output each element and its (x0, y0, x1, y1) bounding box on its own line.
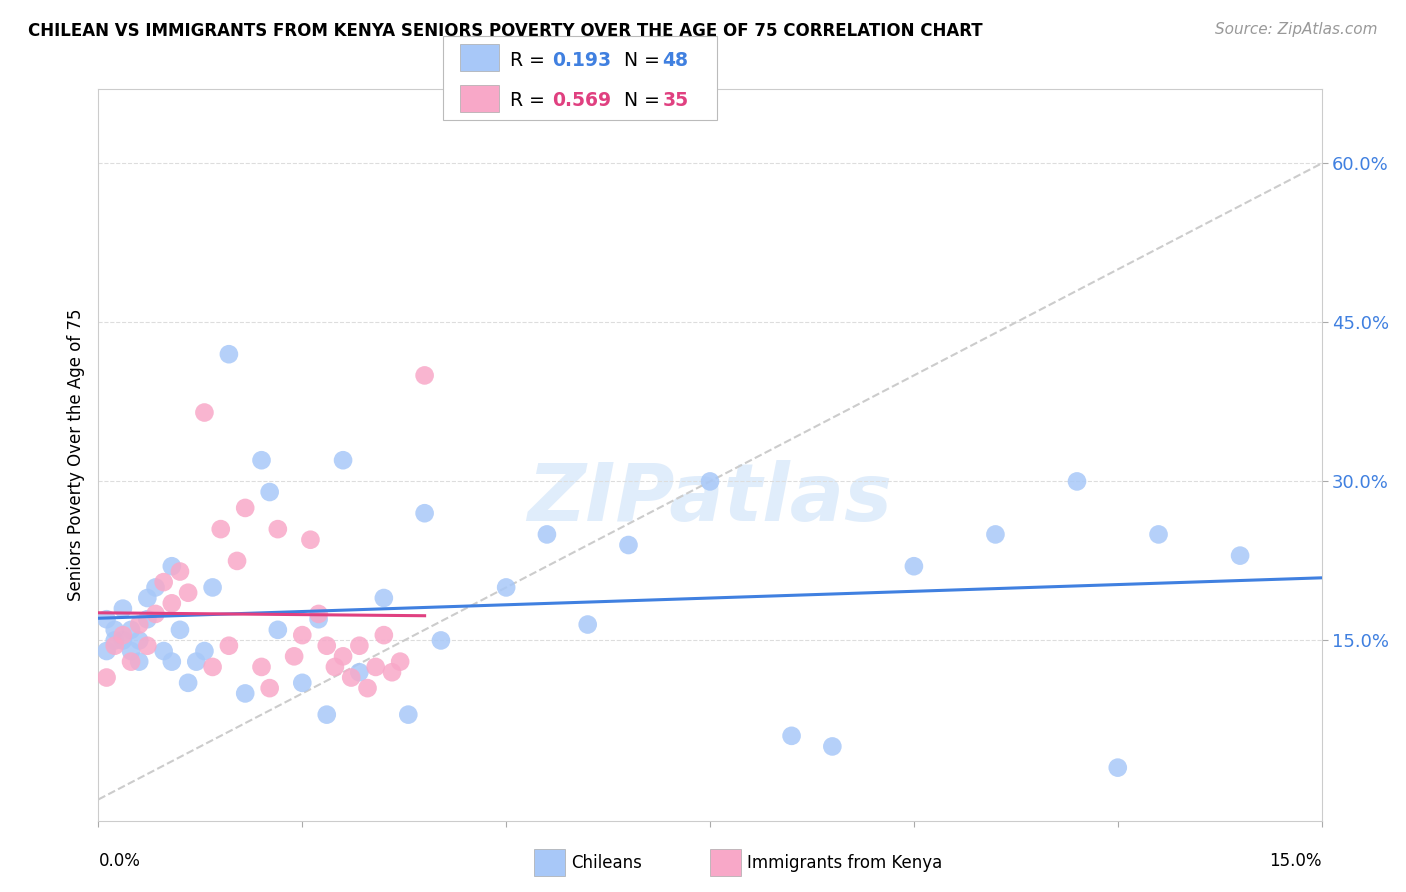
Point (315, 707, 337, 722)
Point (128, 655, 150, 669)
Point (250, 660, 273, 674)
Point (152, 644, 174, 658)
Point (96, 671, 118, 685)
Point (160, 559, 183, 574)
Y-axis label: Seniors Poverty Over the Age of 75: Seniors Poverty Over the Age of 75 (66, 309, 84, 601)
Point (413, 506, 436, 520)
Point (169, 623, 191, 637)
Text: Immigrants from Kenya: Immigrants from Kenya (747, 854, 942, 872)
Point (186, 655, 208, 669)
Point (413, 368, 436, 383)
Point (267, 623, 290, 637)
Point (308, 607, 330, 621)
Point (96, 644, 118, 658)
Point (233, 686, 256, 700)
Point (373, 628, 395, 642)
Point (259, 485, 281, 500)
Point (111, 601, 134, 615)
Point (226, 554, 249, 568)
Text: 0.569: 0.569 (553, 91, 612, 111)
Text: Source: ZipAtlas.com: Source: ZipAtlas.com (1215, 22, 1378, 37)
Point (1229, 549, 1251, 563)
Point (291, 628, 314, 642)
Point (250, 453, 273, 467)
Point (389, 655, 412, 669)
Point (308, 612, 330, 626)
Point (120, 623, 142, 637)
Point (356, 681, 378, 695)
Point (136, 612, 159, 626)
Point (193, 405, 215, 419)
Point (160, 596, 183, 610)
Point (104, 633, 127, 648)
Point (233, 500, 256, 515)
Point (323, 660, 346, 674)
Point (177, 585, 200, 599)
Point (903, 559, 925, 574)
Point (128, 617, 150, 632)
Point (201, 581, 224, 595)
Point (120, 644, 142, 658)
Point (396, 707, 419, 722)
Point (136, 639, 159, 653)
Point (576, 617, 599, 632)
Text: 0.193: 0.193 (553, 51, 612, 70)
Point (364, 660, 387, 674)
Text: N =: N = (606, 51, 666, 70)
Point (283, 649, 305, 664)
Point (267, 522, 290, 536)
Point (699, 475, 721, 489)
Point (495, 581, 517, 595)
Point (373, 591, 395, 605)
Point (315, 639, 337, 653)
Point (209, 522, 232, 536)
Point (340, 671, 363, 685)
Point (536, 527, 558, 541)
Text: ZIPatlas: ZIPatlas (527, 459, 893, 538)
Point (218, 639, 240, 653)
Point (111, 628, 134, 642)
Point (145, 607, 167, 621)
Point (349, 665, 371, 680)
Point (177, 676, 200, 690)
Point (617, 538, 640, 552)
Point (96, 612, 118, 626)
Point (104, 623, 127, 637)
Text: R =: R = (510, 51, 551, 70)
Point (332, 649, 354, 664)
Text: N =: N = (606, 91, 666, 111)
Point (381, 665, 404, 680)
Point (1066, 475, 1088, 489)
Text: 15.0%: 15.0% (1270, 852, 1322, 870)
Point (299, 533, 322, 547)
Point (259, 681, 281, 695)
Point (430, 633, 453, 648)
Point (1147, 527, 1170, 541)
Text: 0.0%: 0.0% (98, 852, 141, 870)
Point (193, 644, 215, 658)
Point (291, 676, 314, 690)
Point (104, 639, 127, 653)
Point (128, 633, 150, 648)
Point (136, 591, 159, 605)
Point (1107, 761, 1129, 775)
Point (111, 633, 134, 648)
Text: 35: 35 (662, 91, 689, 111)
Point (201, 660, 224, 674)
Point (780, 729, 803, 743)
Point (120, 655, 142, 669)
Point (160, 655, 183, 669)
Text: 48: 48 (662, 51, 688, 70)
Text: CHILEAN VS IMMIGRANTS FROM KENYA SENIORS POVERTY OVER THE AGE OF 75 CORRELATION : CHILEAN VS IMMIGRANTS FROM KENYA SENIORS… (28, 22, 983, 40)
Point (332, 453, 354, 467)
Point (218, 347, 240, 361)
Point (984, 527, 1007, 541)
Point (145, 581, 167, 595)
Point (169, 565, 191, 579)
Point (152, 575, 174, 590)
Point (349, 639, 371, 653)
Text: Chileans: Chileans (571, 854, 641, 872)
Point (821, 739, 844, 754)
Text: R =: R = (510, 91, 551, 111)
